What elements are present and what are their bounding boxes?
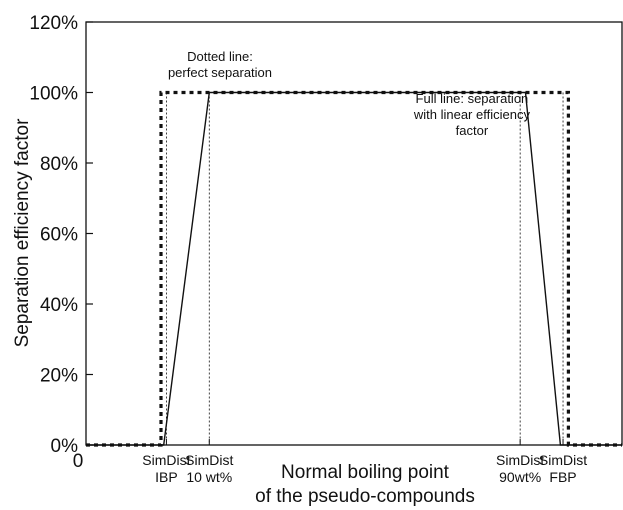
y-tick-label: 0%: [51, 436, 79, 457]
annotation-text: with linear efficiency: [413, 107, 531, 122]
x-marker-label: IBP: [155, 469, 178, 485]
y-tick-label: 80%: [40, 154, 78, 175]
series-group: [86, 90, 622, 447]
annotations: Dotted line:perfect separation Full line:…: [168, 49, 531, 138]
y-tick-label: 100%: [29, 84, 78, 105]
annotation-text: Dotted line:: [187, 49, 253, 64]
y-axis-title: Separation efficiency factor: [12, 118, 33, 348]
x-marker-label: SimDist: [496, 452, 544, 468]
x-marker-label: SimDist: [185, 452, 233, 468]
y-axis: 0% 20% 40% 60% 80% 100% 120%: [29, 13, 93, 457]
x-marker-label: FBP: [549, 469, 576, 485]
y-tick-label: 120%: [29, 13, 78, 34]
x-origin-label: 0: [73, 451, 84, 472]
annotation-text: Full line: separation: [416, 91, 529, 106]
x-axis-title-line-2: of the pseudo-compounds: [255, 486, 475, 507]
y-tick-label: 20%: [40, 366, 78, 387]
x-marker-label: 90wt%: [499, 469, 541, 485]
series-line-solid: [86, 91, 622, 446]
x-marker-label: SimDist: [142, 452, 190, 468]
annotation-text: perfect separation: [168, 65, 272, 80]
x-marker-label: SimDist: [539, 452, 587, 468]
x-marker-label: 10 wt%: [186, 469, 232, 485]
x-axis-title-line-1: Normal boiling point: [281, 462, 450, 483]
y-tick-label: 60%: [40, 225, 78, 246]
y-tick-label: 40%: [40, 295, 78, 316]
annotation-text: factor: [456, 123, 489, 138]
